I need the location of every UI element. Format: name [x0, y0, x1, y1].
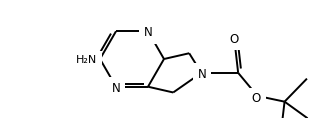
- Text: N: N: [198, 68, 207, 81]
- Text: N: N: [112, 82, 121, 95]
- Text: H₂N: H₂N: [76, 55, 98, 65]
- Text: N: N: [144, 26, 152, 39]
- Text: O: O: [252, 92, 261, 105]
- Text: O: O: [230, 33, 239, 46]
